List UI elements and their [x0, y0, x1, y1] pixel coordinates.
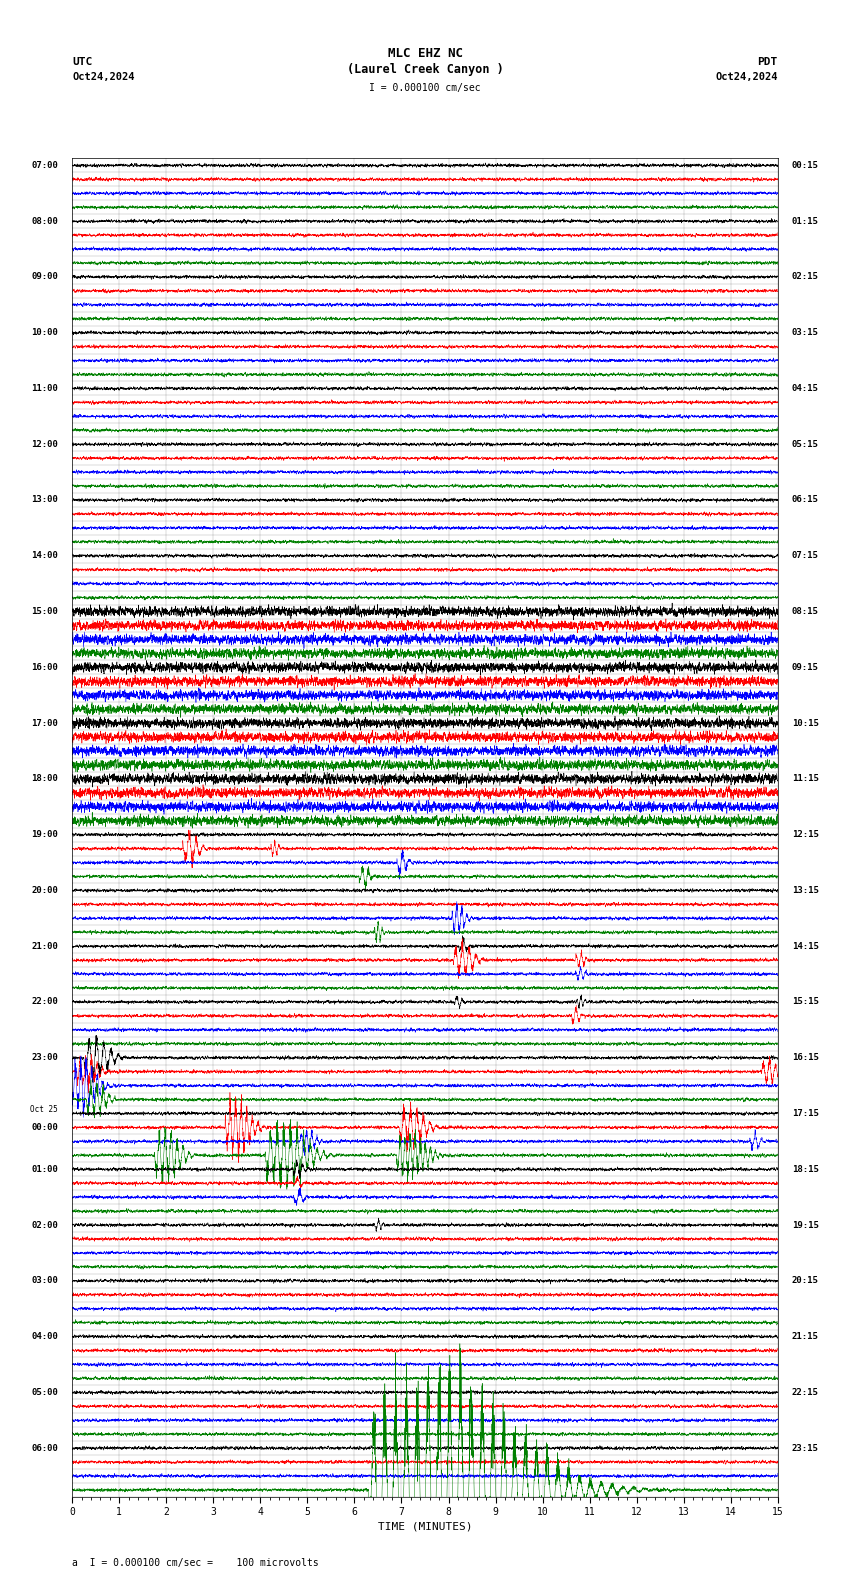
Text: 00:00: 00:00: [31, 1123, 58, 1133]
Text: (Laurel Creek Canyon ): (Laurel Creek Canyon ): [347, 63, 503, 76]
Text: 16:15: 16:15: [792, 1053, 819, 1063]
Text: 20:00: 20:00: [31, 885, 58, 895]
Text: 22:00: 22:00: [31, 998, 58, 1006]
Text: MLC EHZ NC: MLC EHZ NC: [388, 48, 462, 60]
Text: Oct24,2024: Oct24,2024: [715, 73, 778, 82]
Text: 22:15: 22:15: [792, 1388, 819, 1397]
Text: 05:15: 05:15: [792, 440, 819, 448]
Text: 19:15: 19:15: [792, 1221, 819, 1229]
Text: 02:15: 02:15: [792, 272, 819, 282]
Text: 23:15: 23:15: [792, 1443, 819, 1453]
Text: 18:00: 18:00: [31, 775, 58, 784]
Text: 21:00: 21:00: [31, 941, 58, 950]
Text: PDT: PDT: [757, 57, 778, 67]
Text: 20:15: 20:15: [792, 1277, 819, 1285]
Text: Oct24,2024: Oct24,2024: [72, 73, 135, 82]
Text: 07:00: 07:00: [31, 162, 58, 169]
Text: 12:15: 12:15: [792, 830, 819, 840]
Text: 09:15: 09:15: [792, 662, 819, 672]
Text: 04:00: 04:00: [31, 1332, 58, 1342]
X-axis label: TIME (MINUTES): TIME (MINUTES): [377, 1522, 473, 1532]
Text: 01:15: 01:15: [792, 217, 819, 225]
Text: 13:15: 13:15: [792, 885, 819, 895]
Text: 12:00: 12:00: [31, 440, 58, 448]
Text: 01:00: 01:00: [31, 1164, 58, 1174]
Text: I = 0.000100 cm/sec: I = 0.000100 cm/sec: [369, 84, 481, 93]
Text: 17:00: 17:00: [31, 719, 58, 727]
Text: 19:00: 19:00: [31, 830, 58, 840]
Text: 14:00: 14:00: [31, 551, 58, 561]
Text: 11:15: 11:15: [792, 775, 819, 784]
Text: 18:15: 18:15: [792, 1164, 819, 1174]
Text: Oct 25: Oct 25: [31, 1104, 58, 1114]
Text: 06:00: 06:00: [31, 1443, 58, 1453]
Text: 16:00: 16:00: [31, 662, 58, 672]
Text: 10:00: 10:00: [31, 328, 58, 337]
Text: 15:15: 15:15: [792, 998, 819, 1006]
Text: 03:15: 03:15: [792, 328, 819, 337]
Text: 11:00: 11:00: [31, 383, 58, 393]
Text: 08:00: 08:00: [31, 217, 58, 225]
Text: 02:00: 02:00: [31, 1221, 58, 1229]
Text: 13:00: 13:00: [31, 496, 58, 504]
Text: 15:00: 15:00: [31, 607, 58, 616]
Text: 17:15: 17:15: [792, 1109, 819, 1118]
Text: 08:15: 08:15: [792, 607, 819, 616]
Text: 09:00: 09:00: [31, 272, 58, 282]
Text: 00:15: 00:15: [792, 162, 819, 169]
Text: 04:15: 04:15: [792, 383, 819, 393]
Text: 06:15: 06:15: [792, 496, 819, 504]
Text: 21:15: 21:15: [792, 1332, 819, 1342]
Text: 07:15: 07:15: [792, 551, 819, 561]
Text: a  I = 0.000100 cm/sec =    100 microvolts: a I = 0.000100 cm/sec = 100 microvolts: [72, 1559, 319, 1568]
Text: 10:15: 10:15: [792, 719, 819, 727]
Text: UTC: UTC: [72, 57, 93, 67]
Text: 05:00: 05:00: [31, 1388, 58, 1397]
Text: 14:15: 14:15: [792, 941, 819, 950]
Text: 23:00: 23:00: [31, 1053, 58, 1063]
Text: 03:00: 03:00: [31, 1277, 58, 1285]
